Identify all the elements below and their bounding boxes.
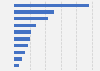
Bar	[14, 44, 28, 47]
Bar	[14, 24, 36, 27]
Bar	[14, 37, 30, 41]
Bar	[14, 51, 25, 54]
Bar	[14, 57, 22, 61]
Bar	[14, 10, 54, 14]
Bar	[14, 17, 48, 20]
Bar	[14, 30, 31, 34]
Bar	[14, 4, 89, 7]
Bar	[14, 64, 19, 67]
